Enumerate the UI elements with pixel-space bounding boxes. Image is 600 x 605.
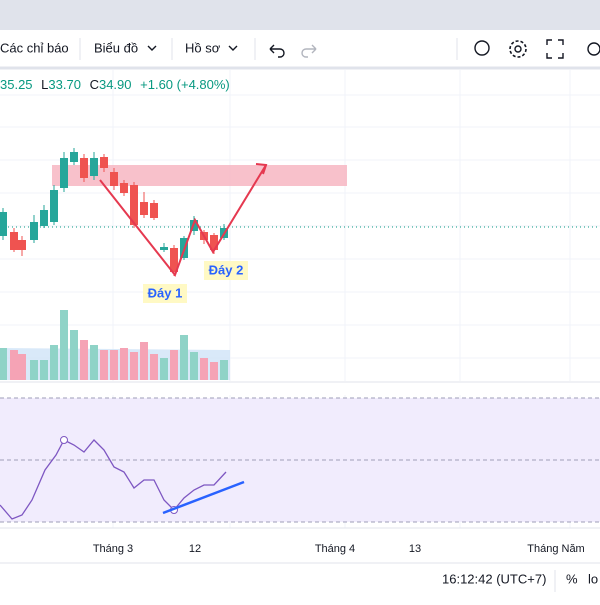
volume-bar: [100, 350, 108, 380]
chart-button[interactable]: Biểu đồ: [94, 40, 138, 55]
volume: [0, 310, 230, 380]
volume-bar: [210, 362, 218, 380]
candle-body: [90, 158, 98, 176]
close-label: C: [90, 77, 99, 92]
volume-bar: [140, 342, 148, 380]
candle-body: [18, 240, 26, 250]
pane-separator: [0, 381, 600, 395]
label-bg: [204, 261, 248, 280]
label-bg: [143, 284, 187, 303]
candle-body: [140, 202, 148, 215]
candle-body: [210, 235, 218, 250]
volume-bar: [160, 358, 168, 380]
high: 35.25: [0, 77, 33, 92]
clock: 16:12:42 (UTC+7): [442, 571, 546, 586]
x-axis: Tháng 3 12 Tháng 4 13 Tháng Năm: [93, 543, 585, 555]
x-tick-label: Tháng 4: [315, 543, 355, 555]
candle-body: [170, 248, 178, 272]
settings-button[interactable]: [509, 40, 527, 58]
candle-body: [70, 152, 78, 162]
volume-bar: [190, 352, 198, 380]
volume-bar: [120, 348, 128, 380]
candle-body: [60, 158, 68, 188]
rsi-point: [60, 436, 68, 444]
arrow-head: [255, 163, 268, 175]
volume-bar: [170, 350, 178, 380]
chevron: [147, 45, 157, 51]
volume-bar: [80, 340, 88, 380]
change: +1.60 (+4.80%): [140, 77, 230, 92]
x-tick-label: 13: [409, 543, 421, 555]
rsi-line: [0, 439, 227, 520]
candle-body: [50, 190, 58, 222]
candle-body: [80, 158, 88, 178]
volume-bar: [40, 360, 48, 380]
fullscreen-button[interactable]: [546, 39, 564, 59]
x-tick-label: Tháng 3: [93, 543, 133, 555]
volume-bar: [10, 350, 18, 380]
ohlc-legend: 35.25 L33.70 C34.90 +1.60 (+4.80%): [0, 77, 230, 92]
undo-button[interactable]: [269, 44, 285, 58]
indicators-button[interactable]: Các chỉ báo: [0, 40, 69, 55]
volume-bar: [110, 350, 118, 380]
percent-toggle[interactable]: %: [566, 571, 578, 586]
volume-bar: [130, 352, 138, 380]
candle-body: [150, 203, 158, 218]
candle-body: [100, 157, 108, 168]
top-strip: [0, 0, 600, 30]
chevron: [228, 45, 238, 51]
volume-bar: [200, 358, 208, 380]
candle-body: [30, 222, 38, 240]
annotation: Đáy 2: [209, 262, 244, 277]
low: 33.70: [48, 77, 81, 92]
volume-bar: [30, 360, 38, 380]
volume-bar: [60, 310, 68, 380]
annotation: Đáy 1: [148, 285, 183, 300]
volume-bar: [50, 345, 58, 380]
candle-body: [130, 185, 138, 225]
alert-button[interactable]: [474, 40, 490, 56]
candle-body: [10, 232, 18, 250]
divergence-line: [162, 480, 245, 515]
candles: [0, 148, 228, 276]
profile-button[interactable]: Hồ sơ: [185, 40, 221, 55]
candle-body: [110, 172, 118, 186]
status-bar: [0, 563, 600, 600]
pattern-line: [99, 164, 267, 278]
redo-button[interactable]: [301, 44, 317, 58]
x-tick-label: Tháng Năm: [527, 543, 584, 555]
volume-bar: [220, 360, 228, 380]
volume-bar: [0, 348, 7, 380]
x-tick-label: 12: [189, 543, 201, 555]
resistance-zone: [52, 165, 347, 186]
volume-bar: [150, 354, 158, 380]
candle-body: [120, 183, 128, 193]
log-toggle[interactable]: lo: [588, 571, 598, 586]
low-label: L: [41, 77, 48, 92]
rsi-band: [0, 398, 600, 522]
volume-bar: [90, 345, 98, 380]
candle-body: [0, 212, 7, 236]
toolbar: [0, 30, 600, 68]
candle-body: [40, 210, 48, 226]
settings-icon: [514, 45, 522, 53]
volume-bar: [18, 354, 26, 380]
close: 34.90: [99, 77, 132, 92]
snapshot-button[interactable]: [587, 42, 600, 56]
volume-bar: [70, 330, 78, 380]
candle-body: [160, 247, 168, 250]
volume-bar: [180, 335, 188, 380]
